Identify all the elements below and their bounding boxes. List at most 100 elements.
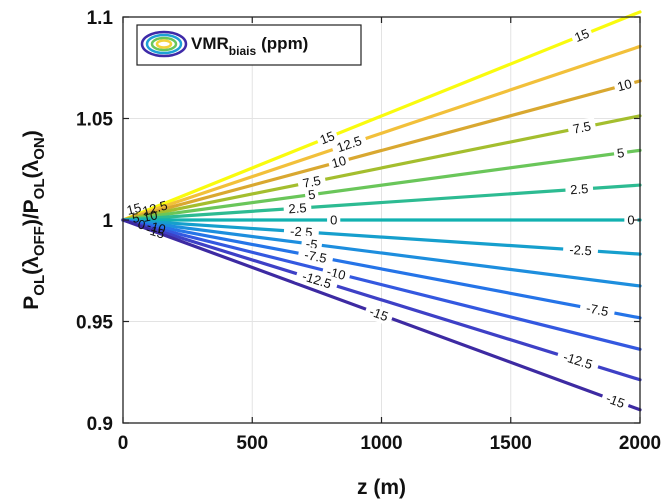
y-axis-title-subscript: OFF	[31, 226, 48, 256]
contour-label-bg	[612, 74, 637, 96]
contour-label-text: 7.5	[571, 118, 592, 136]
contour-label-0: 0	[624, 212, 638, 228]
contour-label-bg	[296, 245, 335, 268]
contour-label-10: 10	[326, 151, 351, 173]
contour-line-12.5	[121, 44, 642, 222]
contour-label-text: 0	[627, 213, 634, 228]
legend-ellipse-ring	[150, 36, 178, 52]
y-tick-label: 0.9	[87, 414, 113, 435]
legend-label-unit: (ppm)	[261, 34, 308, 53]
origin-label-0: 0	[136, 216, 147, 232]
contour-label--7.5: -7.5	[296, 245, 335, 268]
contour-label-bg	[327, 212, 341, 228]
legend: VMRbiais (ppm)	[136, 24, 362, 66]
x-tick-label: 500	[236, 433, 268, 454]
contour-label-7.5: 7.5	[566, 117, 597, 139]
y-tick-label: 1.05	[76, 110, 113, 131]
contour-line--12.5	[121, 218, 642, 382]
contour-label-bg	[566, 117, 597, 139]
contour-label--7.5: -7.5	[578, 298, 616, 321]
contour-label-15: 15	[569, 24, 595, 47]
contour-label-bg	[363, 301, 395, 327]
contour-label-text: 0	[330, 213, 337, 228]
y-tick-label: 1.1	[87, 8, 114, 29]
contour-line--10	[121, 218, 642, 351]
origin-label-15: 15	[125, 200, 143, 218]
x-tick-label: 1500	[490, 433, 532, 454]
contour-label-text: 15	[572, 26, 591, 45]
x-tick-label: 2000	[619, 433, 661, 454]
contour-label-5: 5	[613, 144, 629, 162]
contour-label--15: -15	[599, 388, 632, 414]
contour-line--5	[121, 218, 642, 288]
legend-label: VMRbiais (ppm)	[191, 34, 308, 58]
origin-label--15: -15	[144, 222, 167, 242]
x-tick-label: 0	[118, 433, 129, 454]
contour-label--2.5: -2.5	[562, 241, 599, 260]
contour-label--12.5: -12.5	[294, 266, 340, 294]
contour-label-bg	[330, 130, 369, 158]
legend-box	[136, 24, 362, 66]
contour-label-bg	[613, 144, 629, 162]
contour-label-text: -7.5	[303, 247, 328, 266]
origin-label-5: 5	[131, 210, 141, 226]
contour-label-text: -7.5	[585, 300, 610, 319]
y-axis-title-subscript: OL	[31, 178, 48, 199]
contour-label-text: 2.5	[288, 200, 307, 216]
contour-line-7.5	[121, 114, 642, 222]
contour-label-0: 0	[327, 212, 341, 228]
contour-label-text: -2.5	[569, 242, 592, 258]
contour-label-12.5: 12.5	[330, 130, 369, 158]
contour-label--12.5: -12.5	[555, 346, 601, 375]
y-axis-title-part: )	[20, 130, 43, 137]
contour-label-text: 5	[616, 145, 625, 161]
contour-label-text: 10	[330, 153, 348, 171]
contour-lines	[121, 10, 642, 412]
contour-label-2.5: 2.5	[564, 180, 594, 199]
y-axis-title-part: )/P	[20, 199, 43, 226]
contour-label-bg	[294, 266, 340, 294]
contour-label-bg	[624, 212, 638, 228]
contour-label-text: 10	[616, 76, 634, 94]
legend-ellipse-ring	[145, 33, 183, 55]
y-tick-label: 0.95	[76, 313, 113, 334]
contour-label-bg	[555, 346, 601, 375]
contour-label-text: -15	[604, 391, 627, 412]
contour-line-5	[121, 148, 642, 222]
y-axis-title-subscript: ON	[31, 137, 48, 160]
origin-label-12.5: 12.5	[141, 197, 169, 218]
contour-ellipse-icon	[140, 30, 188, 58]
contour-label--15: -15	[363, 301, 395, 327]
y-tick-label: 1	[102, 211, 113, 232]
origin-label--10: -10	[145, 217, 167, 237]
contour-label-bg	[562, 241, 599, 260]
contour-label-2.5: 2.5	[283, 199, 312, 218]
y-axis-title-part: (λ	[20, 256, 43, 275]
contour-line-10	[121, 79, 642, 222]
contour-label-text: -15	[368, 304, 391, 325]
y-axis-title-part: P	[20, 296, 43, 310]
contour-label-text: 5	[307, 187, 316, 203]
contour-label-bg	[578, 298, 616, 321]
legend-ellipse-ring	[140, 30, 188, 58]
x-tick-label: 1000	[360, 433, 402, 454]
contour-line-2.5	[121, 183, 642, 222]
legend-ellipse-ring	[155, 39, 173, 49]
legend-label-subscript: biais	[229, 44, 257, 58]
contour-line--2.5	[121, 218, 642, 256]
contour-label-bg	[296, 171, 327, 193]
contour-label-bg	[569, 24, 595, 47]
contour-line-15	[121, 10, 642, 222]
contour-label-text: 2.5	[570, 181, 589, 197]
contour-label-10: 10	[612, 74, 637, 96]
legend-label-main: VMR	[191, 34, 229, 53]
contour-label-bg	[599, 388, 632, 414]
contour-line--7.5	[121, 218, 642, 320]
y-axis-title: POL(λOFF)/POL(λON)	[20, 130, 48, 309]
contour-label-bg	[326, 151, 351, 173]
contour-label-bg	[304, 185, 320, 204]
